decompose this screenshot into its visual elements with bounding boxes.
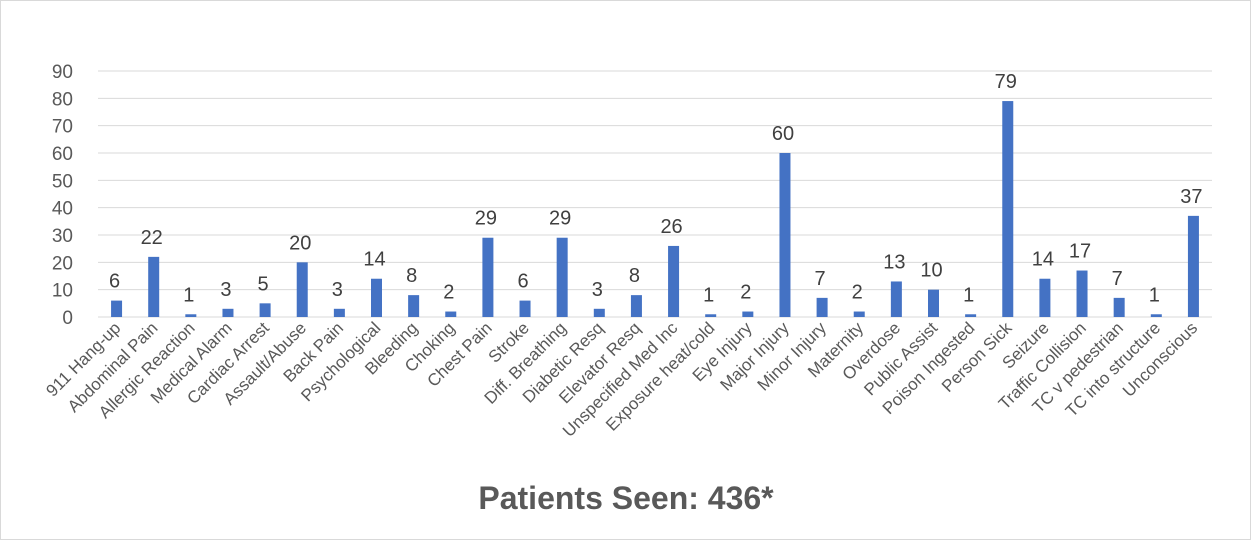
bar	[1150, 314, 1162, 317]
data-label: 8	[406, 265, 417, 287]
bar	[705, 314, 717, 317]
data-label: 2	[852, 282, 863, 304]
y-tick-label: 90	[52, 62, 73, 83]
bar	[148, 256, 160, 317]
y-tick-label: 30	[52, 226, 73, 247]
data-label: 8	[629, 265, 640, 287]
data-label: 1	[1149, 284, 1160, 306]
data-label: 22	[141, 227, 163, 249]
chart-title: Patients Seen: 436*	[478, 480, 774, 516]
data-label: 3	[332, 279, 343, 301]
bar	[1113, 297, 1125, 317]
data-label: 3	[592, 279, 603, 301]
y-tick-label: 10	[52, 281, 73, 302]
gridlines	[98, 70, 1212, 318]
y-tick-label: 50	[52, 171, 73, 192]
bar	[890, 281, 902, 317]
bar	[965, 314, 977, 317]
data-label: 6	[109, 271, 120, 293]
data-label: 10	[920, 260, 942, 282]
data-label: 29	[549, 208, 571, 230]
data-label: 20	[289, 232, 311, 254]
bar	[296, 262, 308, 317]
bars	[111, 101, 1199, 317]
data-label: 2	[443, 282, 454, 304]
bar	[593, 308, 605, 317]
data-label: 14	[363, 249, 385, 271]
bar	[742, 311, 754, 317]
bar	[928, 289, 939, 317]
bar	[482, 237, 494, 317]
data-label: 7	[815, 268, 826, 290]
data-label: 3	[220, 279, 231, 301]
bar	[333, 308, 345, 317]
bar	[445, 311, 457, 317]
bar	[1039, 278, 1051, 317]
data-label: 37	[1180, 186, 1202, 208]
data-label: 1	[703, 284, 714, 306]
bar	[371, 278, 382, 317]
bar	[816, 297, 828, 317]
y-tick-label: 0	[62, 308, 73, 329]
bar	[668, 245, 680, 317]
bar	[779, 153, 791, 317]
y-tick-label: 70	[52, 117, 73, 138]
bar	[1002, 101, 1014, 317]
data-label: 14	[1032, 249, 1054, 271]
bar	[222, 308, 234, 317]
data-label: 13	[883, 251, 905, 273]
bar	[519, 300, 531, 317]
data-label: 2	[740, 282, 751, 304]
data-label: 29	[475, 208, 497, 230]
y-tick-label: 40	[52, 199, 73, 220]
y-axis-ticks: 0 10 20 30 40 50 60 70 80 90	[52, 62, 73, 329]
data-label: 17	[1069, 241, 1091, 263]
bar	[853, 311, 865, 317]
bar	[556, 237, 568, 317]
data-label: 1	[963, 284, 974, 306]
y-tick-label: 80	[52, 89, 73, 110]
bar	[408, 295, 420, 317]
data-label: 1	[183, 284, 194, 306]
data-label: 79	[995, 71, 1017, 93]
data-label: 26	[660, 216, 682, 238]
y-tick-label: 20	[52, 253, 73, 274]
bar	[111, 300, 123, 317]
bar	[185, 314, 197, 317]
bar	[259, 303, 271, 317]
bar	[1187, 215, 1199, 317]
data-label: 60	[772, 123, 794, 145]
bar	[1076, 270, 1088, 317]
data-label: 6	[517, 271, 528, 293]
data-label: 5	[258, 273, 269, 295]
bar	[630, 295, 642, 317]
y-tick-label: 60	[52, 144, 73, 165]
data-label: 7	[1112, 268, 1123, 290]
